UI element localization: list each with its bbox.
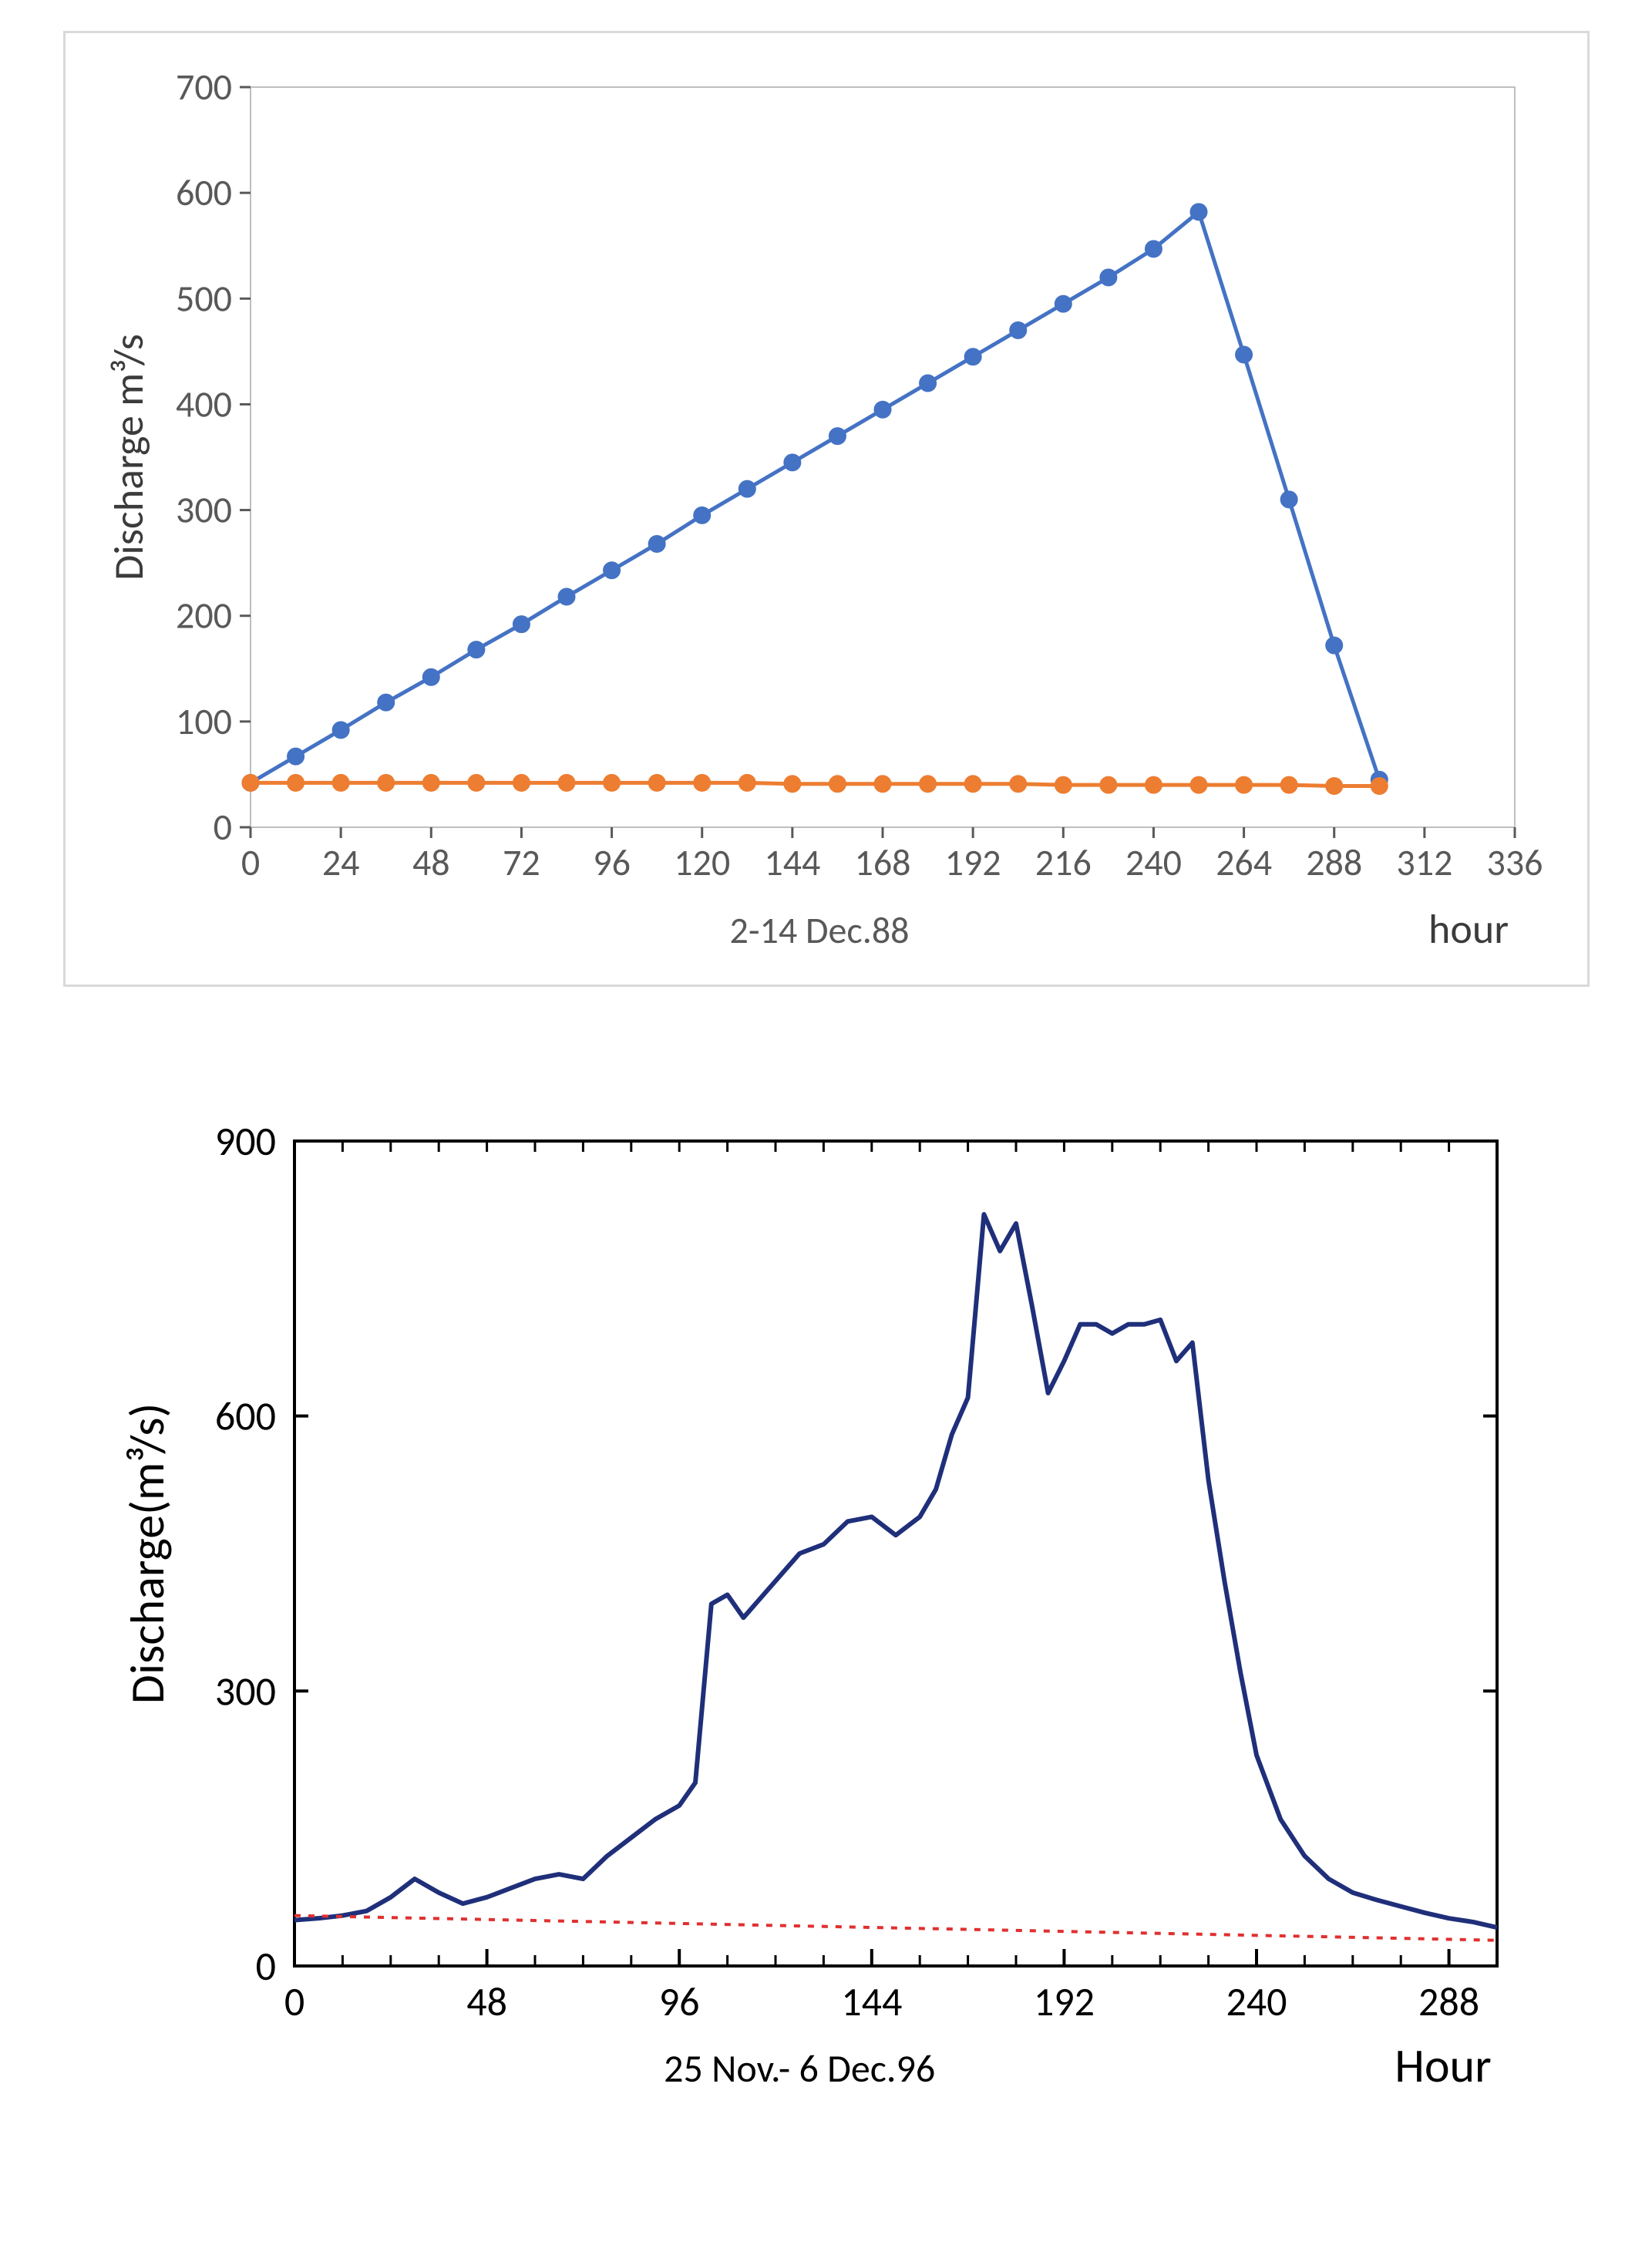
series-marker-series-orange (874, 776, 891, 793)
x-tick-label: 336 (1486, 840, 1543, 885)
chart-1: 0 100 200 300 400 500 600 700 0 24 48 72 96 120 144 168… (96, 64, 1546, 974)
y-tick-label: 700 (176, 64, 232, 109)
series-marker-series-blue (829, 428, 846, 445)
series-marker-series-blue (1145, 241, 1162, 258)
x-axis-label: hour (1428, 904, 1508, 954)
series-marker-series-orange (287, 774, 304, 791)
series-marker-series-blue (739, 480, 755, 497)
x-tick-label: 288 (1306, 840, 1362, 885)
series-marker-series-blue (1055, 295, 1072, 312)
series-marker-series-orange (1009, 776, 1026, 793)
series-marker-series-orange (1325, 778, 1342, 795)
series-marker-series-blue (467, 641, 484, 658)
series-marker-series-orange (829, 776, 846, 793)
x-tick-label: 0 (284, 1977, 304, 2026)
x-tick-label: 0 (241, 840, 259, 885)
series-marker-series-orange (558, 774, 575, 791)
series-marker-series-blue (783, 454, 800, 471)
page: 0 100 200 300 400 500 600 700 0 24 48 72 96 120 144 168… (0, 0, 1652, 2252)
y-tick-label: 0 (255, 1941, 275, 1991)
x-tick-label: 216 (1035, 840, 1091, 885)
series-marker-series-orange (467, 774, 484, 791)
chart-2-container: 0 300 600 900 0 48 96 144 192 240 288 Discharge(m³/… (63, 1079, 1590, 2143)
series-marker-series-orange (377, 774, 394, 791)
series-marker-series-orange (1145, 776, 1162, 793)
series-marker-series-orange (919, 776, 936, 793)
x-tick-label: 264 (1216, 840, 1272, 885)
series-marker-series-blue (377, 694, 394, 711)
series-marker-series-orange (1235, 776, 1252, 793)
series-marker-series-blue (919, 375, 936, 392)
series-marker-series-orange (242, 774, 259, 791)
series-marker-series-blue (1235, 346, 1252, 363)
y-axis-label: Discharge m³/s (103, 334, 154, 581)
series-marker-series-blue (874, 401, 891, 418)
series-marker-series-orange (332, 774, 349, 791)
x-tick-label: 192 (1033, 1977, 1094, 2026)
chart-2-caption: 25 Nov.- 6 Dec.96 (664, 2045, 935, 2092)
series-marker-series-orange (1280, 776, 1297, 793)
x-tick-label: 48 (412, 840, 449, 885)
series-marker-series-blue (332, 722, 349, 739)
x-tick-label: 144 (841, 1977, 902, 2026)
series-marker-series-blue (422, 668, 439, 685)
series-marker-series-orange (1190, 776, 1207, 793)
y-tick-label: 400 (176, 381, 232, 426)
series-marker-series-blue (1099, 269, 1116, 286)
series-marker-series-blue (693, 507, 710, 523)
series-marker-series-blue (603, 562, 620, 579)
x-tick-label: 96 (593, 840, 631, 885)
x-tick-label: 144 (764, 840, 820, 885)
series-marker-series-orange (739, 774, 755, 791)
series-marker-series-orange (648, 774, 665, 791)
y-tick-label: 200 (176, 593, 232, 638)
y-tick-label: 900 (214, 1116, 275, 1166)
plot-area (251, 87, 1515, 827)
series-marker-series-blue (964, 348, 981, 365)
y-tick-label: 600 (176, 170, 232, 215)
x-tick-label: 240 (1125, 840, 1181, 885)
series-marker-series-orange (1371, 778, 1388, 795)
chart-1-container: 0 100 200 300 400 500 600 700 0 24 48 72 96 120 144 168… (63, 31, 1590, 987)
series-marker-series-orange (422, 774, 439, 791)
series-marker-series-blue (513, 616, 530, 633)
x-tick-label: 240 (1226, 1977, 1287, 2026)
chart-2: 0 300 600 900 0 48 96 144 192 240 288 Discharge(m³/… (94, 1110, 1543, 2128)
series-marker-series-orange (693, 774, 710, 791)
y-tick-label: 300 (214, 1666, 275, 1715)
x-tick-label: 168 (854, 840, 910, 885)
x-tick-label: 192 (944, 840, 1001, 885)
y-tick-label: 600 (214, 1392, 275, 1441)
x-tick-label: 312 (1396, 840, 1452, 885)
y-tick-label: 100 (176, 698, 232, 744)
y-tick-label: 0 (213, 804, 231, 850)
plot-area (294, 1141, 1497, 1966)
series-marker-series-orange (964, 776, 981, 793)
x-axis-label: Hour (1395, 2036, 1492, 2095)
x-tick-label: 24 (321, 840, 359, 885)
y-axis-label: Discharge(m³/s) (118, 1403, 177, 1705)
series-marker-series-blue (1009, 321, 1026, 338)
series-marker-series-orange (783, 776, 800, 793)
series-marker-series-orange (603, 774, 620, 791)
series-marker-series-orange (1055, 776, 1072, 793)
y-tick-label: 500 (176, 275, 232, 321)
x-tick-label: 96 (658, 1977, 699, 2026)
series-marker-series-blue (1190, 204, 1207, 220)
series-marker-series-orange (513, 774, 530, 791)
x-tick-label: 120 (674, 840, 730, 885)
series-marker-series-blue (287, 748, 304, 765)
series-marker-series-blue (1280, 491, 1297, 508)
series-marker-series-blue (558, 588, 575, 605)
series-marker-series-orange (1099, 776, 1116, 793)
x-tick-label: 72 (503, 840, 540, 885)
y-tick-label: 300 (176, 487, 232, 533)
series-marker-series-blue (648, 535, 665, 552)
series-marker-series-blue (1325, 637, 1342, 654)
chart-1-caption: 2-14 Dec.88 (729, 907, 909, 953)
x-tick-label: 288 (1418, 1977, 1479, 2026)
x-tick-label: 48 (466, 1977, 507, 2026)
